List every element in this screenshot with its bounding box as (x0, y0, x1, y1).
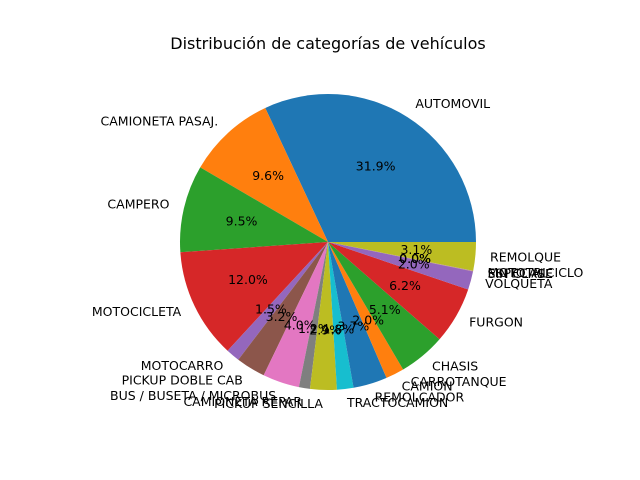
slice-camioneta-pasaj (200, 107, 328, 242)
label-remolcador: REMOLCADOR (375, 389, 465, 404)
slice-especial (328, 242, 474, 272)
label-sin-clase: SIN CLASE (488, 266, 553, 281)
label-carrotanque: CARROTANQUE (411, 374, 507, 389)
label-automovil: AUTOMOVIL (415, 96, 490, 111)
slice-automovil (265, 93, 477, 242)
pct-remolcador: 3.7% (338, 319, 370, 334)
slice-camion (328, 242, 404, 378)
label-chasis: CHASIS (432, 359, 478, 374)
slice-sin-clase (328, 242, 474, 272)
slice-chasis (328, 242, 440, 370)
label-especial: ESPECIAL (488, 266, 547, 281)
pct-chasis: 5.1% (369, 302, 401, 317)
slice-mototriciclo (328, 242, 474, 271)
slice-tractocamion (328, 242, 354, 390)
slice-remolcador (328, 242, 387, 388)
slice-camioneta-repar (298, 242, 328, 389)
pie-percent-labels: 31.9% 9.6% 9.5% 12.0% 1.5%3.2%4.0%1.2%2.9%1.… (226, 159, 433, 338)
slice-motocicleta (180, 242, 328, 351)
slice-pickup-doble-cab (238, 242, 328, 376)
pie-category-labels: AUTOMOVIL CAMIONETA PASAJ. CAMPERO MOTOCICL… (92, 96, 584, 411)
pct-tractocamion: 1.8% (322, 322, 354, 337)
chart-title: Distribución de categorías de vehículos (170, 34, 485, 53)
label-pickup-doble-cab: PICKUP DOBLE CAB (122, 372, 243, 387)
pct-sin-clase: 0.0% (399, 251, 431, 266)
label-remolque: REMOLQUE (490, 249, 561, 264)
pct-automovil: 31.9% (356, 159, 396, 174)
label-camioneta-pasaj: CAMIONETA PASAJ. (101, 113, 219, 128)
slice-pickup-sencilla (309, 242, 337, 390)
pct-volqueta: 2.0% (398, 257, 430, 272)
pct-campero: 9.5% (226, 213, 258, 228)
pct-camioneta-pasaj: 9.6% (252, 168, 284, 183)
slice-campero (179, 167, 328, 253)
label-camioneta-repar: CAMIONETA REPAR (183, 394, 302, 409)
label-campero: CAMPERO (107, 196, 169, 211)
pct-remolque: 3.1% (400, 242, 432, 257)
label-camion: CAMION (402, 379, 453, 394)
slice-bus-buseta-microbus (263, 242, 328, 388)
label-bus-buseta-microbus: BUS / BUSETA / MICROBUS (110, 388, 276, 403)
label-tractocamion: TRACTOCAMION (346, 395, 448, 410)
pct-camion: 2.0% (352, 313, 384, 328)
pct-furgon: 6.2% (389, 278, 421, 293)
slice-remolque (328, 242, 476, 271)
label-pickup-sencilla: PICKUP SENCILLA (214, 396, 323, 411)
pct-pickup-sencilla: 2.9% (309, 322, 341, 337)
pct-motocicleta: 12.0% (228, 272, 268, 287)
pct-motocarro: 1.5% (255, 302, 287, 317)
label-motocarro: MOTOCARRO (141, 358, 224, 373)
pct-camioneta-repar: 1.2% (298, 321, 330, 336)
slice-motocarro (227, 242, 328, 360)
pct-mototriciclo: 0.0% (399, 251, 431, 266)
label-furgon: FURGON (469, 315, 523, 330)
label-mototriciclo: MOTOTRICICLO (488, 265, 584, 280)
pct-bus-buseta-microbus: 4.0% (284, 318, 316, 333)
pct-pickup-doble-cab: 3.2% (266, 309, 298, 324)
pie-slices (179, 93, 477, 390)
label-motocicleta: MOTOCICLETA (92, 304, 182, 319)
pct-especial: 0.0% (399, 251, 431, 266)
slice-volqueta (328, 242, 474, 290)
slice-furgon (328, 242, 469, 340)
label-volqueta: VOLQUETA (485, 276, 553, 291)
